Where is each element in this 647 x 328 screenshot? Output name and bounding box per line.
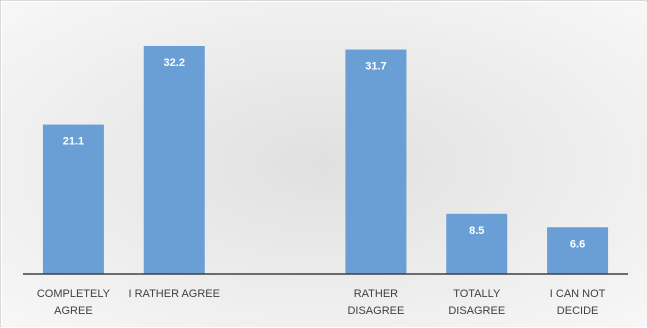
x-tick-label: TOTALLY DISAGREE: [448, 288, 506, 317]
bar: [143, 46, 205, 274]
data-label: 8.5: [469, 225, 484, 237]
x-tick-label: RATHER DISAGREE: [347, 288, 405, 317]
x-tick-label: COMPLETELY AGREE: [36, 288, 110, 317]
data-label: 31.7: [365, 61, 386, 73]
data-label: 6.6: [570, 238, 585, 250]
bar: [42, 124, 104, 274]
bar: [345, 49, 407, 274]
bar: [547, 227, 609, 274]
bar: [446, 213, 508, 274]
data-label: 21.1: [63, 136, 84, 148]
x-tick-label: I CAN NOT DECIDE: [549, 288, 606, 317]
data-label: 32.2: [164, 57, 185, 69]
x-tick-label: I RATHER AGREE: [128, 288, 220, 300]
